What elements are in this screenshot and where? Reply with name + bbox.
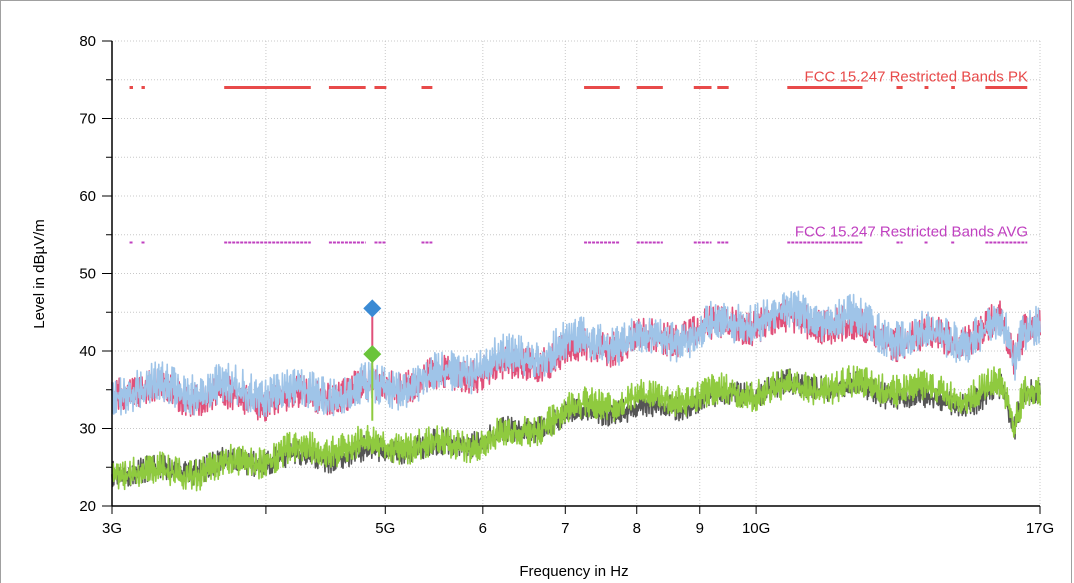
axes: 20 30 40 50 60 70 80 3G 5G 6 7 8 9 10G 17G <box>79 33 1054 537</box>
x-tick-label: 10G <box>742 520 770 537</box>
x-tick-label: 5G <box>375 520 395 537</box>
x-tick-label: 9 <box>696 520 704 537</box>
markers <box>363 299 382 421</box>
x-tick-label: 6 <box>479 520 487 537</box>
avg-marker <box>363 345 382 364</box>
x-tick-label: 17G <box>1026 520 1054 537</box>
grid <box>111 40 1041 507</box>
avg-horizontal-trace <box>111 365 1041 492</box>
limit-lines: FCC 15.247 Restricted Bands PK FCC 15.247… <box>129 69 1028 244</box>
x-tick-label: 3G <box>102 520 122 537</box>
x-axis-label: Frequency in Hz <box>519 563 628 580</box>
y-tick-label: 20 <box>79 498 96 515</box>
limit-label: FCC 15.247 Restricted Bands PK <box>805 69 1028 86</box>
x-tick-label: 8 <box>633 520 641 537</box>
y-tick-label: 30 <box>79 421 96 438</box>
limit-label: FCC 15.247 Restricted Bands AVG <box>795 224 1028 241</box>
y-tick-label: 40 <box>79 343 96 360</box>
y-axis-label: Level in dBµV/m <box>31 219 48 329</box>
traces <box>111 290 1041 492</box>
x-tick-label: 7 <box>561 520 569 537</box>
peak-horizontal-trace <box>111 290 1041 417</box>
y-tick-label: 60 <box>79 188 96 205</box>
peak-marker <box>363 299 382 318</box>
y-tick-label: 80 <box>79 33 96 50</box>
y-tick-label: 50 <box>79 266 96 283</box>
y-tick-label: 70 <box>79 111 96 128</box>
